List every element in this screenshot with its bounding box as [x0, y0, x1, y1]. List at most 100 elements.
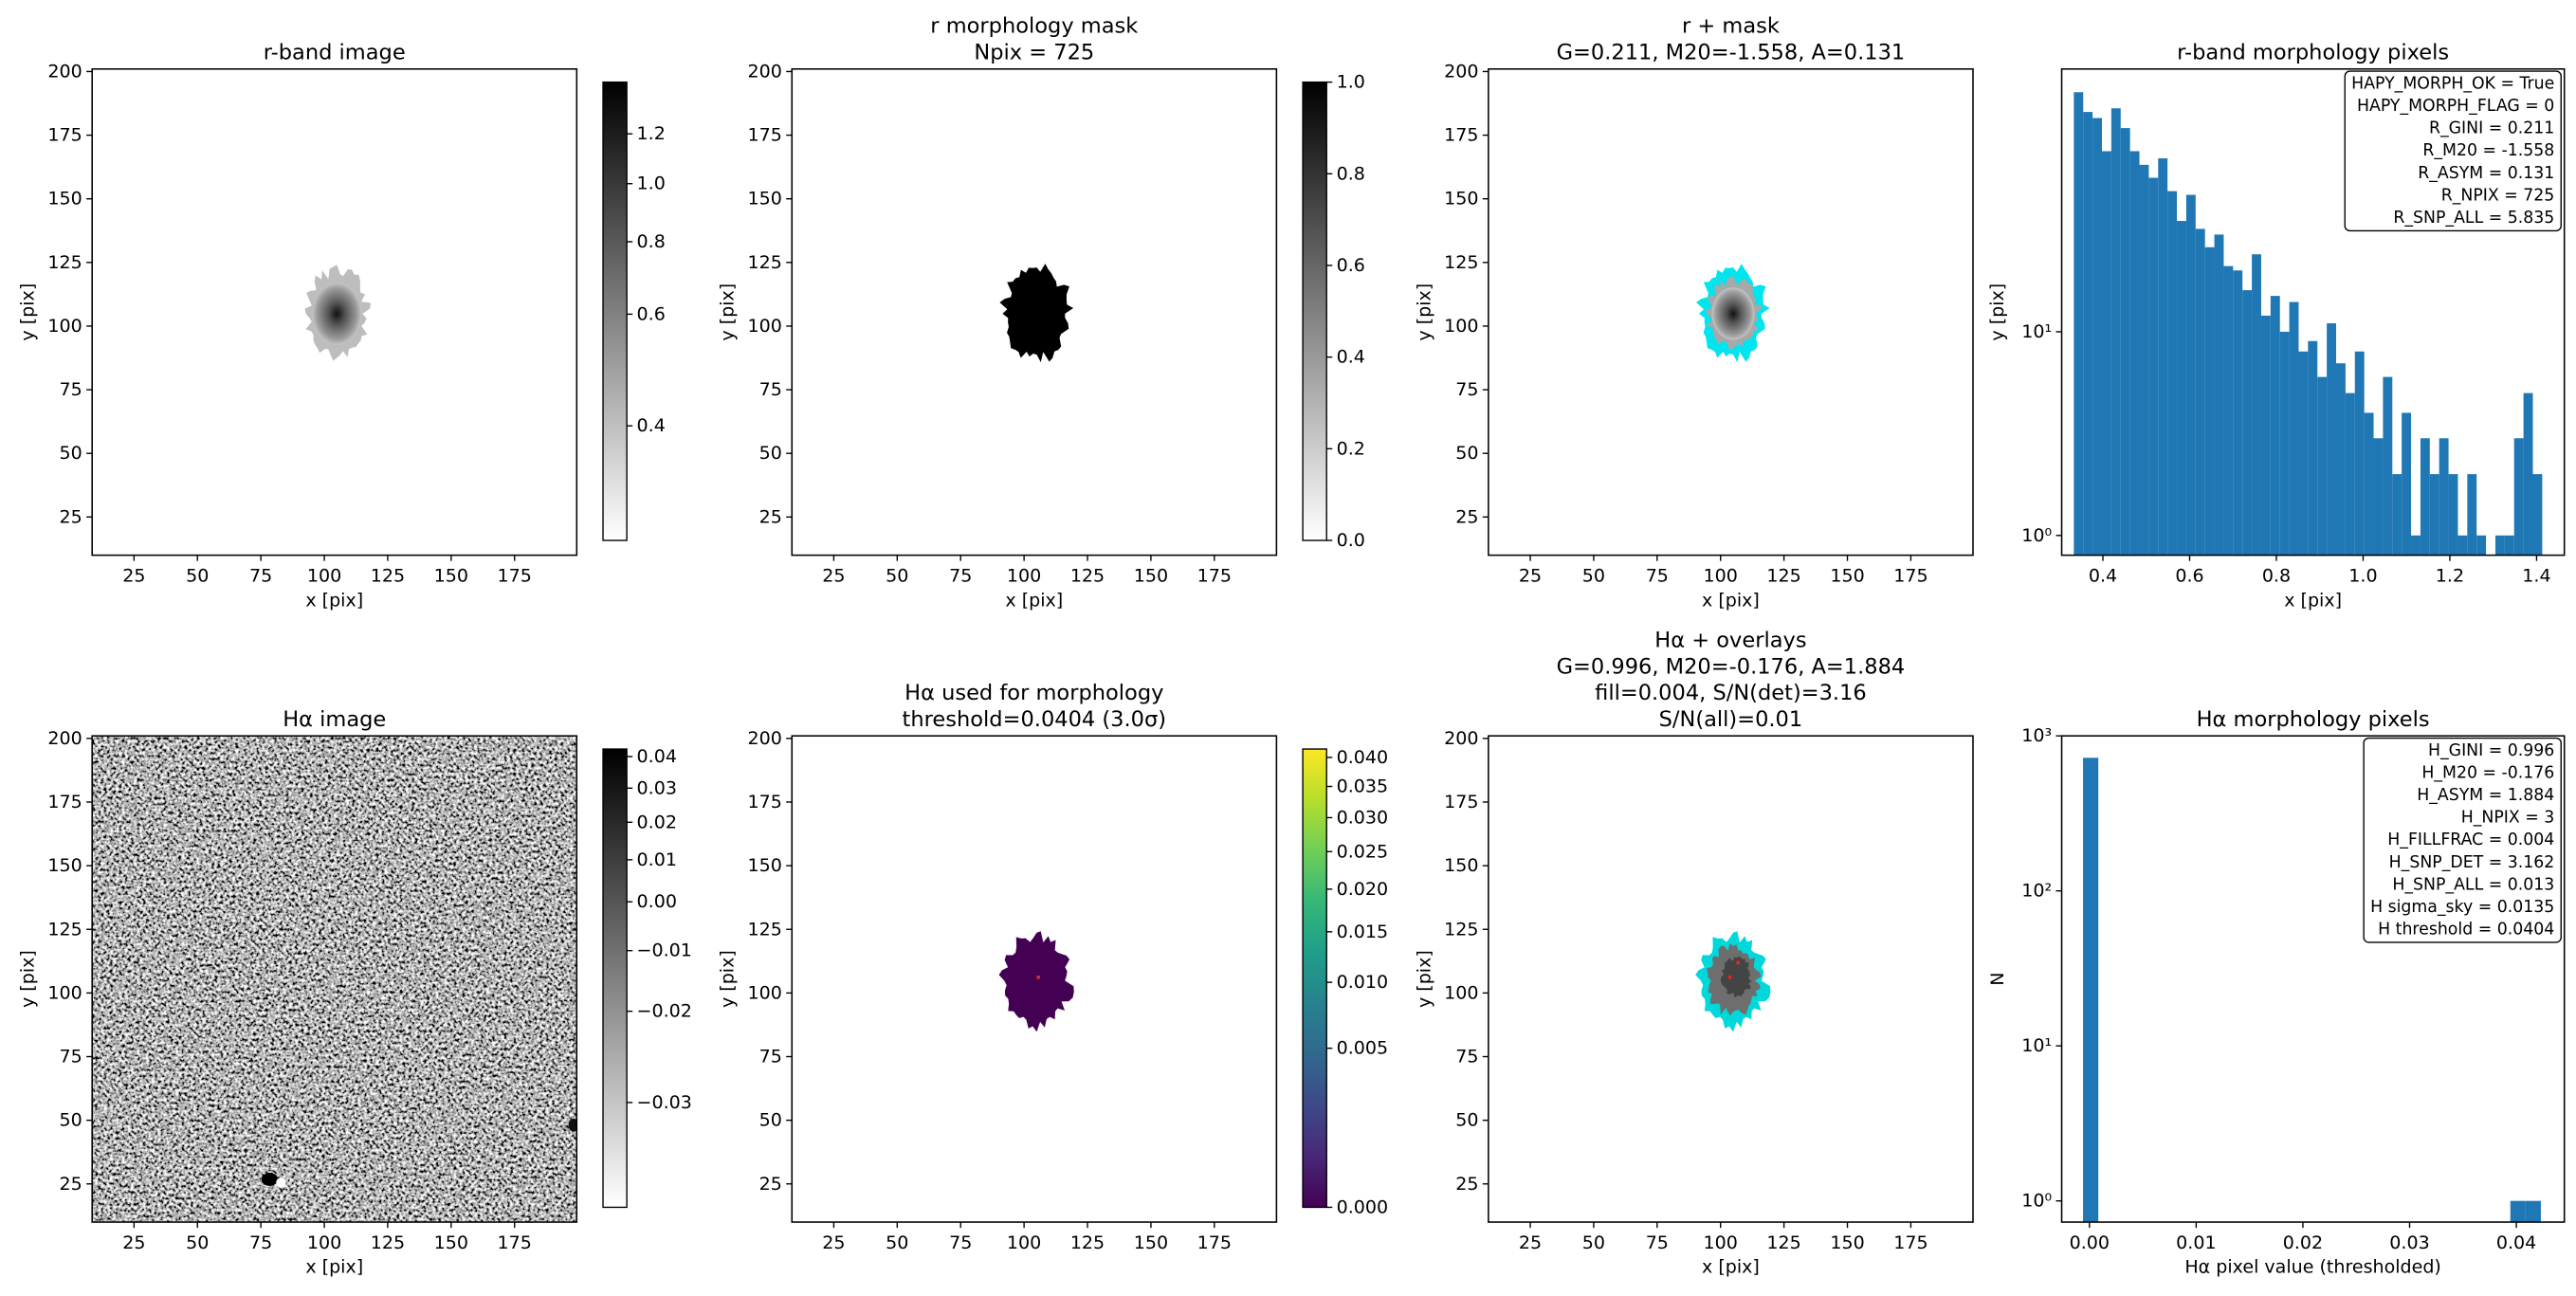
plot-area: [2083, 758, 2541, 1223]
y-axis-label: N: [1987, 972, 2008, 985]
y-tick-label: 50: [60, 443, 82, 464]
x-tick-label: 125: [371, 565, 405, 586]
colorbar-tick-label: 0.6: [1337, 255, 1365, 276]
hist-bar: [2083, 112, 2093, 556]
hist-bar: [2373, 438, 2384, 556]
x-tick-label: 0.03: [2389, 1232, 2429, 1253]
x-tick-label: 75: [949, 1232, 972, 1253]
x-axis-label: x [pix]: [1005, 590, 1063, 611]
hist-bar: [2494, 535, 2505, 556]
colorbar-tick-label: 0.4: [1337, 347, 1365, 368]
x-tick-label: 75: [1646, 565, 1669, 586]
x-tick-label: 75: [249, 1232, 272, 1253]
colorbar-tick-label: −0.02: [637, 1001, 692, 1022]
hist-bar: [2448, 474, 2458, 556]
x-tick-label: 150: [1134, 565, 1168, 586]
x-tick-label: 125: [1070, 565, 1105, 586]
hist-bar: [2252, 254, 2261, 556]
hist-bar: [2167, 191, 2178, 556]
hist-bar: [2083, 758, 2099, 1223]
annotation-line: H_M20 = -0.176: [2421, 764, 2554, 783]
x-tick-label: 75: [249, 565, 272, 586]
annotation: HAPY_MORPH_OK = True HAPY_MORPH_FLAG = 0 R…: [2344, 70, 2562, 232]
source-inner: [1720, 956, 1752, 998]
hist-bar: [2279, 331, 2290, 556]
x-tick-label: 100: [307, 565, 341, 586]
colorbar-tick-label: −0.03: [637, 1092, 692, 1113]
hist-bar: [2354, 351, 2365, 556]
y-tick-label: 175: [748, 792, 782, 812]
annotation-line: HAPY_MORPH_FLAG = 0: [2357, 97, 2554, 116]
y-tick-label: 200: [1444, 61, 1478, 82]
x-tick-label: 0.01: [2176, 1232, 2216, 1253]
x-tick-label: 0.04: [2496, 1232, 2536, 1253]
noise-image: [92, 736, 577, 1223]
y-axis-label: y [pix]: [718, 283, 739, 341]
plot-area: [998, 931, 1074, 1032]
colorbar-tick-label: 0.04: [637, 746, 677, 767]
chart-title: threshold=0.0404 (3.0σ): [903, 707, 1166, 732]
y-tick-label: 175: [748, 125, 782, 146]
x-tick-label: 0.6: [2175, 565, 2203, 586]
hot-pixel: [1736, 960, 1740, 965]
hist-bar: [2139, 164, 2149, 556]
y-tick-label: 50: [1455, 1110, 1478, 1131]
annotation-line: H_SNP_ALL = 0.013: [2392, 875, 2554, 894]
hist-bar: [2120, 128, 2130, 556]
panel: 25 50 75 100 125 150 175 25 50 75 100 125 150 175 200 x…: [718, 14, 1365, 611]
annotation-line: R_NPIX = 725: [2441, 186, 2555, 205]
hist-bar: [2439, 438, 2449, 556]
hist-bar: [2308, 340, 2318, 556]
axes-frame: [91, 67, 578, 557]
hist-bar: [2185, 194, 2196, 556]
colorbar-tick-label: 1.2: [637, 123, 666, 144]
chart-title: r morphology mask: [930, 14, 1138, 39]
y-tick-label: 25: [60, 506, 82, 527]
y-tick-label: 10¹: [2021, 1035, 2052, 1056]
plot-area: [304, 265, 371, 361]
annotation-line: HAPY_MORPH_OK = True: [2351, 75, 2554, 94]
y-tick-label: 25: [1455, 506, 1478, 527]
x-tick-label: 75: [1646, 1232, 1669, 1253]
hist-bar: [2074, 92, 2084, 556]
y-tick-label: 100: [47, 982, 82, 1003]
chart-title: S/N(all)=0.01: [1659, 707, 1803, 732]
colorbar-tick-label: 0.4: [637, 415, 666, 436]
panel: 0.00 0.01 0.02 0.03 0.04 10⁰ 10¹ 10² 10³ Hα pixel…: [1987, 707, 2566, 1278]
x-axis-label: x [pix]: [305, 590, 363, 611]
y-tick-label: 100: [748, 316, 782, 337]
edge-spot: [568, 1118, 577, 1132]
hot-pixel: [1036, 976, 1040, 979]
colorbar-tick-label: 0.010: [1337, 972, 1389, 993]
x-tick-label: 0.4: [2089, 565, 2117, 586]
y-tick-label: 10¹: [2021, 321, 2052, 342]
dark-spot: [261, 1173, 278, 1186]
y-tick-label: 175: [1444, 125, 1478, 146]
annotation-line: H_FILLFRAC = 0.004: [2387, 831, 2554, 849]
x-tick-label: 150: [1134, 1232, 1168, 1253]
hot-pixel: [1727, 976, 1732, 979]
y-tick-label: 75: [1455, 1047, 1478, 1068]
y-tick-label: 125: [47, 252, 82, 273]
chart-title: r + mask: [1682, 14, 1780, 39]
y-tick-label: 200: [1444, 728, 1478, 749]
panel: 0.4 0.6 0.8 1.0 1.2 1.4 10⁰ 10¹ x [pix] y [pix] r-…: [1987, 40, 2566, 611]
x-tick-label: 25: [822, 1232, 845, 1253]
axes-frame: [791, 735, 1278, 1223]
x-tick-label: 75: [949, 565, 972, 586]
x-axis-label: Hα pixel value (thresholded): [2184, 1257, 2441, 1278]
colorbar-tick-label: 0.035: [1337, 776, 1389, 797]
x-tick-label: 175: [1893, 1232, 1927, 1253]
hist-bar: [2467, 474, 2477, 556]
hist-bar: [2523, 392, 2533, 556]
chart-title: G=0.996, M20=-0.176, A=1.884: [1557, 654, 1906, 679]
bright-spot: [276, 1177, 286, 1188]
y-tick-label: 150: [47, 189, 82, 210]
x-tick-label: 25: [822, 565, 845, 586]
colorbar-tick-label: 0.2: [1337, 438, 1365, 459]
y-tick-label: 100: [47, 316, 82, 337]
annotation-line: H threshold = 0.0404: [2378, 920, 2554, 939]
hist-bar: [2336, 363, 2346, 556]
axes-frame: [1488, 735, 1974, 1223]
